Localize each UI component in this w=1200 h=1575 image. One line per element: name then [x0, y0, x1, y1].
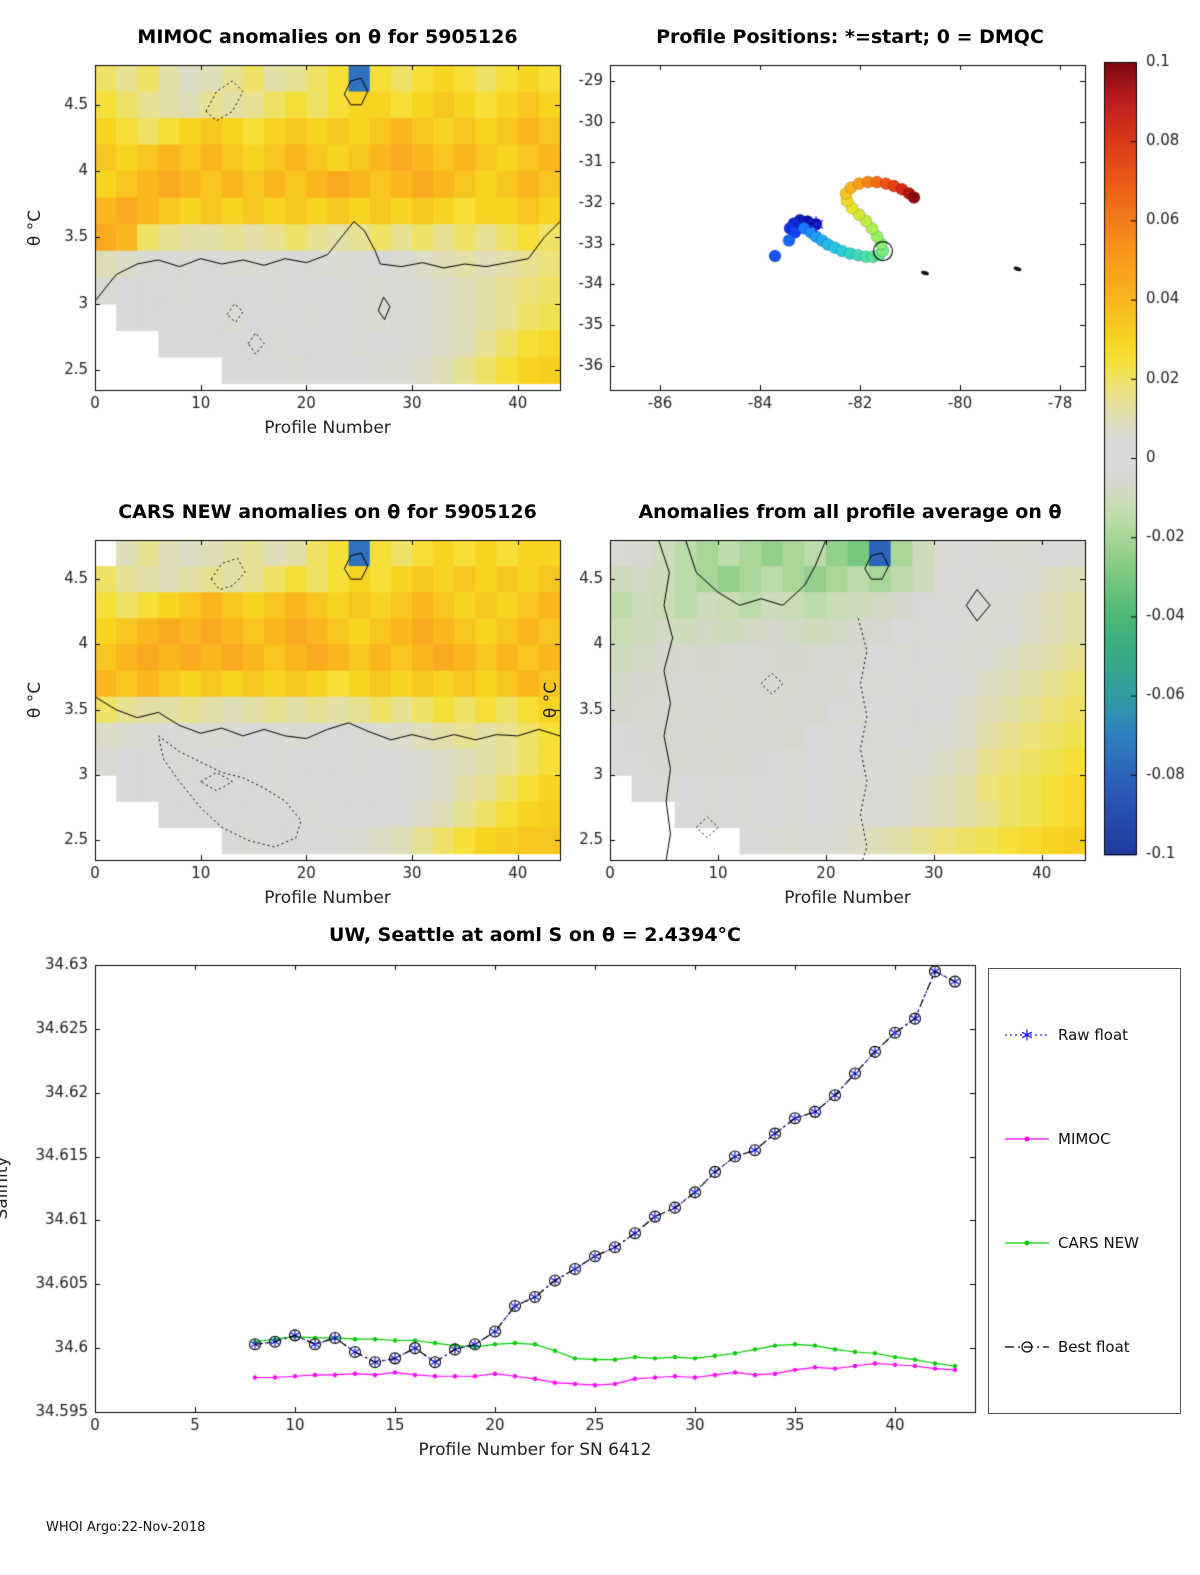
cars-heatmap-title: CARS NEW anomalies on θ for 5905126 — [118, 501, 537, 523]
cars-ylabel: θ °C — [25, 681, 45, 719]
legend-label: CARS NEW — [1058, 1234, 1139, 1252]
allavg-ylabel: θ °C — [541, 681, 561, 719]
profile-positions-canvas — [575, 50, 1120, 420]
cars-heatmap-canvas — [30, 525, 600, 895]
mimoc-heatmap-canvas — [30, 50, 600, 420]
allavg-heatmap-canvas — [575, 525, 1120, 895]
legend-entry-cars-new: CARS NEW — [993, 1232, 1176, 1254]
dot-line-sample-icon — [1005, 1240, 1049, 1246]
legend-box: Raw float MIMOC CARS NEW Best float — [988, 968, 1181, 1414]
mimoc-heatmap-title: MIMOC anomalies on θ for 5905126 — [137, 26, 518, 48]
legend-entry-best-float: Best float — [993, 1336, 1176, 1358]
dot-line-sample-icon — [1005, 1136, 1049, 1142]
asterisk-line-sample-icon — [1005, 1029, 1049, 1041]
profile-positions-title: Profile Positions: *=start; 0 = DMQC — [656, 26, 1044, 48]
legend-entry-mimoc: MIMOC — [993, 1128, 1176, 1150]
footer-stamp: WHOI Argo:22-Nov-2018 — [46, 1520, 206, 1535]
allavg-heatmap-title: Anomalies from all profile average on θ — [638, 501, 1062, 523]
salinity-chart-canvas — [20, 948, 1010, 1448]
mimoc-xlabel: Profile Number — [264, 418, 391, 438]
cars-xlabel: Profile Number — [264, 888, 391, 908]
salinity-title: UW, Seattle at aoml S on θ = 2.4394°C — [328, 924, 742, 946]
legend-label: Raw float — [1058, 1026, 1129, 1044]
mimoc-ylabel: θ °C — [25, 209, 45, 247]
legend-entry-raw-float: Raw float — [993, 1024, 1176, 1046]
circle-line-sample-icon — [1005, 1341, 1049, 1353]
salinity-ylabel: Salinity — [0, 1156, 12, 1220]
legend-label: MIMOC — [1058, 1130, 1111, 1148]
allavg-xlabel: Profile Number — [784, 888, 911, 908]
salinity-xlabel: Profile Number for SN 6412 — [418, 1440, 652, 1460]
legend-label: Best float — [1058, 1338, 1130, 1356]
